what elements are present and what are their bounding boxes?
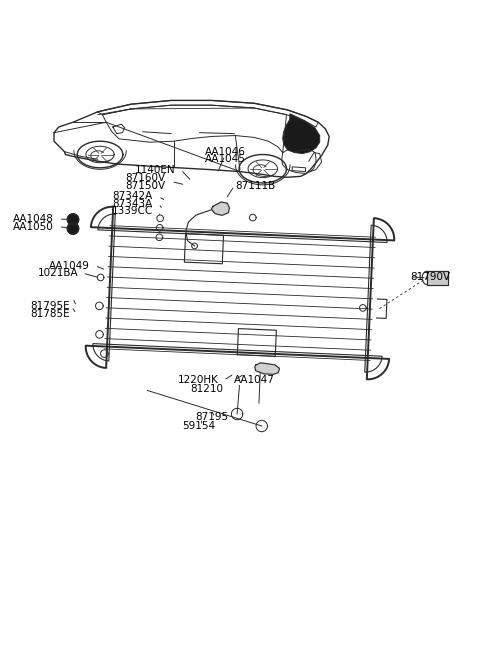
Polygon shape [67,214,79,225]
Text: AA1048: AA1048 [13,214,54,224]
Polygon shape [67,223,79,234]
Text: 81210: 81210 [190,384,223,394]
Text: 87160V: 87160V [125,173,165,183]
Text: 59154: 59154 [182,421,215,431]
Text: 1339CC: 1339CC [112,207,153,216]
Text: 87342A: 87342A [112,191,152,201]
Polygon shape [283,114,320,154]
Text: 1220HK: 1220HK [178,375,218,385]
Text: 87150V: 87150V [125,181,165,191]
Text: 1021BA: 1021BA [38,268,79,278]
Text: 81785E: 81785E [30,309,70,319]
Text: 81790V: 81790V [410,272,450,282]
Text: AA1050: AA1050 [13,222,54,232]
Text: AA1047: AA1047 [234,375,275,385]
Text: 87111B: 87111B [235,181,276,191]
Text: 81795E: 81795E [30,301,70,311]
Text: 87195: 87195 [195,412,228,422]
Polygon shape [255,363,279,374]
Text: 1140EN: 1140EN [135,165,175,175]
Text: AA1046: AA1046 [205,147,246,157]
Text: AA1045: AA1045 [205,154,246,164]
Polygon shape [211,202,229,215]
Polygon shape [427,271,448,285]
Text: AA1049: AA1049 [49,261,90,271]
Text: 87343A: 87343A [112,199,152,209]
